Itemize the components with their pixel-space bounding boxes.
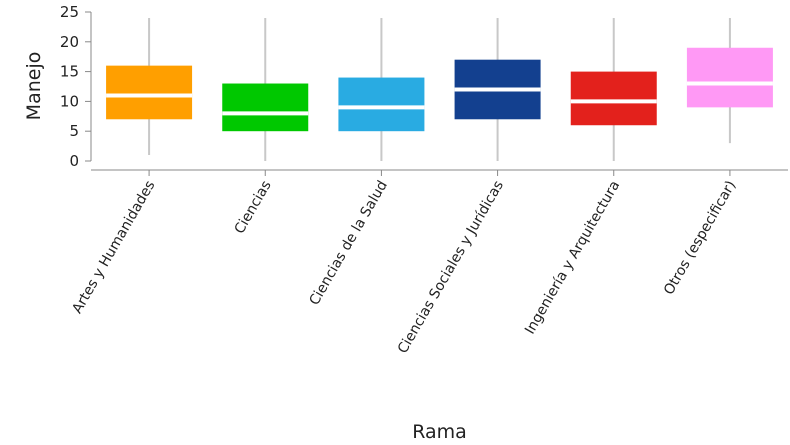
y-tick-label: 15: [60, 63, 79, 81]
box-iqr: [570, 71, 657, 126]
x-tick-label: Ciencias: [232, 178, 275, 237]
x-tick-label: Ciencias Sociales y Jurídicas: [395, 178, 507, 356]
box-group: [686, 17, 773, 144]
y-tick-label: 0: [69, 152, 79, 170]
box-group: [106, 17, 193, 156]
box-iqr: [338, 77, 425, 132]
box-iqr: [222, 83, 309, 132]
x-tick-label: Otros (especificar): [661, 178, 739, 298]
boxes-group: [106, 17, 773, 161]
box-iqr: [686, 47, 773, 108]
y-tick-label: 20: [60, 33, 79, 51]
x-axis: Artes y Humanidades Ciencias Ciencias de l…: [69, 169, 788, 356]
box-group: [570, 17, 657, 161]
y-tick-label: 5: [69, 122, 79, 140]
y-tick-label: 25: [60, 3, 79, 21]
y-axis: 0 5 10 15 20 25: [60, 3, 92, 170]
y-axis-title: Manejo: [23, 52, 45, 121]
x-tick-label: Artes y Humanidades: [69, 178, 158, 316]
x-tick-label: Ingeniería y Arquitectura: [522, 178, 623, 337]
box-iqr: [106, 65, 193, 120]
x-tick-label: Ciencias de la Salud: [307, 178, 391, 308]
box-group: [338, 17, 425, 161]
x-axis-title: Rama: [412, 421, 467, 443]
box-group: [222, 17, 309, 161]
y-tick-label: 10: [60, 92, 79, 110]
box-group: [454, 17, 541, 161]
